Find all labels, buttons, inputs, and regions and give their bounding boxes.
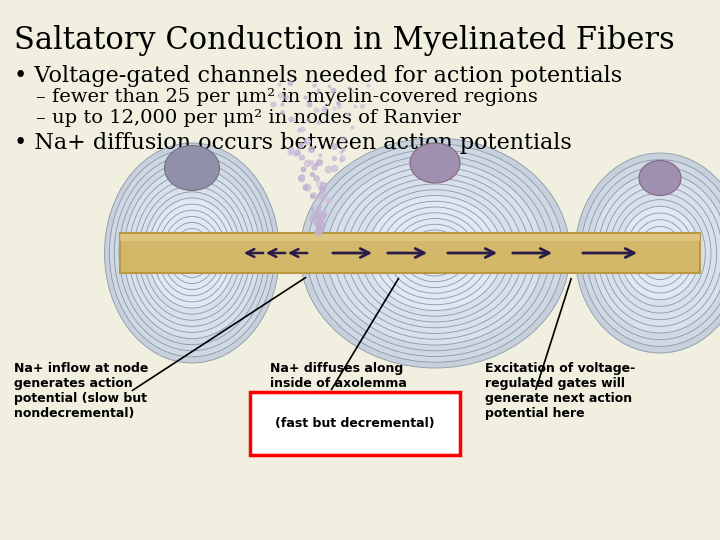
- Bar: [120, 233, 700, 273]
- Ellipse shape: [300, 138, 570, 368]
- Ellipse shape: [104, 143, 279, 363]
- Ellipse shape: [124, 167, 260, 339]
- Ellipse shape: [138, 186, 246, 320]
- Ellipse shape: [609, 193, 711, 313]
- Ellipse shape: [428, 247, 442, 259]
- Ellipse shape: [153, 204, 231, 302]
- Ellipse shape: [158, 210, 226, 296]
- Ellipse shape: [320, 156, 550, 351]
- Ellipse shape: [381, 207, 489, 299]
- Ellipse shape: [575, 153, 720, 353]
- Ellipse shape: [388, 213, 482, 293]
- Ellipse shape: [177, 235, 207, 271]
- Ellipse shape: [603, 186, 716, 320]
- Ellipse shape: [621, 206, 700, 300]
- Text: (fast but decremental): (fast but decremental): [275, 417, 435, 430]
- Bar: [120, 234, 700, 241]
- Ellipse shape: [408, 230, 462, 276]
- Ellipse shape: [341, 172, 529, 334]
- Ellipse shape: [313, 150, 557, 356]
- Ellipse shape: [586, 166, 720, 340]
- Ellipse shape: [592, 173, 720, 333]
- Ellipse shape: [347, 178, 523, 328]
- Ellipse shape: [168, 222, 216, 284]
- Text: – up to 12,000 per μm² in nodes of Ranvier: – up to 12,000 per μm² in nodes of Ranvi…: [36, 109, 461, 127]
- Ellipse shape: [354, 184, 516, 322]
- Ellipse shape: [410, 143, 460, 183]
- Ellipse shape: [307, 144, 563, 362]
- Ellipse shape: [129, 173, 255, 333]
- Ellipse shape: [631, 220, 688, 286]
- Text: – fewer than 25 per μm² in myelin-covered regions: – fewer than 25 per μm² in myelin-covere…: [36, 88, 538, 106]
- Text: Na+ inflow at node
generates action
potential (slow but
nondecremental): Na+ inflow at node generates action pote…: [14, 362, 148, 420]
- Ellipse shape: [182, 241, 202, 265]
- Ellipse shape: [401, 224, 469, 282]
- Ellipse shape: [639, 160, 681, 195]
- Ellipse shape: [637, 226, 683, 280]
- Ellipse shape: [134, 180, 251, 326]
- Text: Saltatory Conduction in Myelinated Fibers: Saltatory Conduction in Myelinated Fiber…: [14, 25, 675, 56]
- Text: • Voltage-gated channels needed for action potentials: • Voltage-gated channels needed for acti…: [14, 65, 622, 87]
- Ellipse shape: [187, 247, 197, 259]
- Ellipse shape: [163, 217, 221, 289]
- Ellipse shape: [421, 241, 449, 265]
- Text: • Na+ diffusion occurs between action potentials: • Na+ diffusion occurs between action po…: [14, 132, 572, 154]
- Ellipse shape: [173, 228, 212, 278]
- Ellipse shape: [109, 149, 274, 357]
- Ellipse shape: [649, 240, 671, 266]
- Ellipse shape: [415, 236, 455, 270]
- Ellipse shape: [598, 180, 720, 326]
- Ellipse shape: [580, 160, 720, 346]
- Ellipse shape: [615, 200, 706, 306]
- Ellipse shape: [626, 213, 694, 293]
- Ellipse shape: [361, 190, 509, 316]
- Ellipse shape: [327, 161, 543, 345]
- Ellipse shape: [367, 195, 503, 310]
- Ellipse shape: [114, 155, 270, 351]
- Ellipse shape: [164, 145, 220, 191]
- Text: Excitation of voltage-
regulated gates will
generate next action
potential here: Excitation of voltage- regulated gates w…: [485, 362, 635, 420]
- Ellipse shape: [143, 192, 240, 314]
- Ellipse shape: [119, 161, 265, 345]
- Ellipse shape: [654, 246, 666, 260]
- Ellipse shape: [643, 233, 677, 273]
- Ellipse shape: [148, 198, 235, 308]
- Ellipse shape: [395, 219, 475, 287]
- Ellipse shape: [334, 167, 536, 339]
- Ellipse shape: [374, 201, 496, 305]
- Text: Na+ diffuses along
inside of axolemma
to next node: Na+ diffuses along inside of axolemma to…: [270, 362, 407, 405]
